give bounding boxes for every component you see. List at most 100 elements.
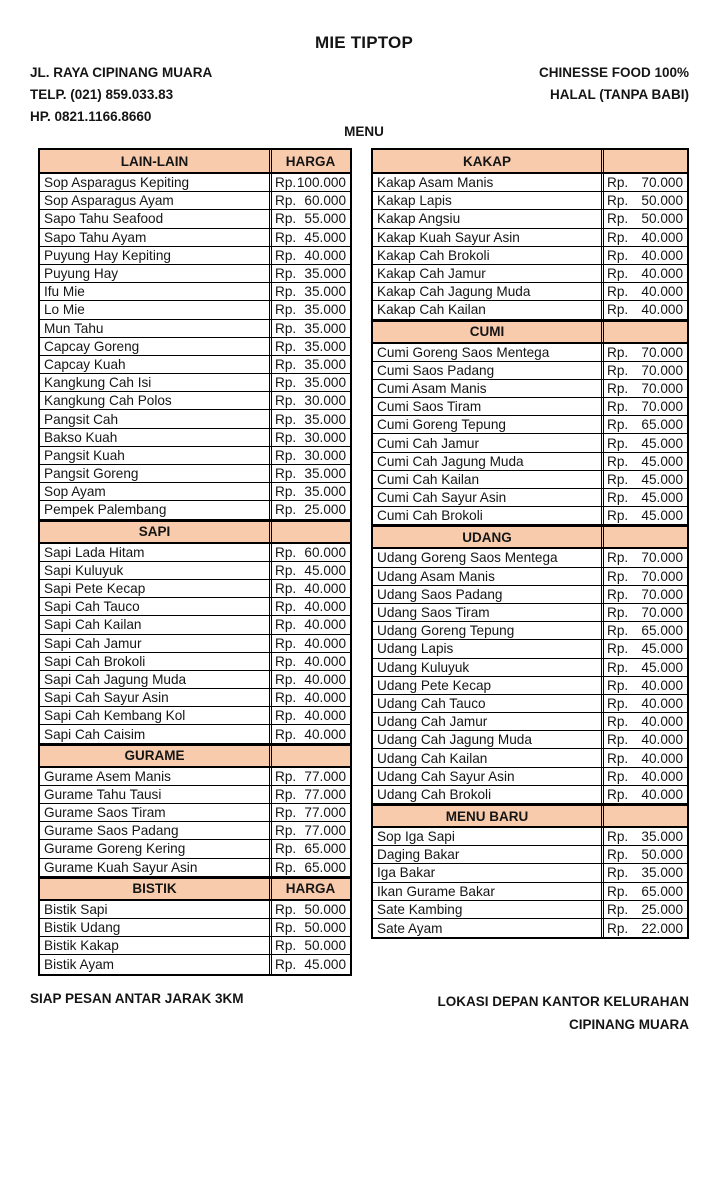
item-name: Kangkung Cah Isi	[40, 374, 270, 392]
price-amount: 25.000	[304, 502, 346, 518]
price-amount: 40.000	[304, 247, 346, 263]
menu-item-row: Gurame Saos Padang Rp. 77.000	[40, 822, 350, 841]
footer-location-note: LOKASI DEPAN KANTOR KELURAHAN CIPINANG M…	[437, 991, 689, 1036]
item-name: Udang Cah Kailan	[373, 749, 602, 767]
price-column-header	[271, 745, 350, 766]
price-amount: 50.000	[641, 211, 683, 227]
price-amount: 40.000	[304, 708, 346, 724]
currency-prefix: Rp.	[607, 435, 629, 451]
menu-item-row: Udang Asam Manis Rp. 70.000	[373, 567, 687, 586]
price-amount: 40.000	[304, 690, 346, 706]
item-name: Sapi Cah Tauco	[40, 598, 270, 616]
currency-prefix: Rp.	[607, 399, 629, 415]
item-name: Udang Pete Kecap	[373, 676, 602, 694]
menu-item-row: Sapi Cah Brokoli Rp. 40.000	[40, 652, 350, 671]
tagline-block: CHINESSE FOOD 100% HALAL (TANPA BABI)	[539, 62, 689, 106]
item-price: Rp. 40.000	[603, 246, 687, 264]
menu-item-row: Gurame Kuah Sayur Asin Rp. 65.000	[40, 858, 350, 877]
item-price: Rp. 70.000	[603, 361, 687, 379]
price-amount: 35.000	[304, 466, 346, 482]
item-price: Rp. 55.000	[271, 210, 350, 228]
item-price: Rp. 40.000	[603, 731, 687, 749]
price-amount: 45.000	[304, 956, 346, 972]
price-amount: 40.000	[641, 284, 683, 300]
item-price: Rp. 35.000	[603, 864, 687, 882]
menu-item-row: Cumi Goreng Saos Mentega Rp. 70.000	[373, 343, 687, 362]
currency-prefix: Rp.	[275, 599, 297, 615]
menu-item-row: Pempek Palembang Rp. 25.000	[40, 501, 350, 520]
item-price: Rp. 77.000	[271, 822, 350, 840]
menu-item-row: Bakso Kuah Rp. 30.000	[40, 428, 350, 447]
item-price: Rp. 35.000	[271, 374, 350, 392]
currency-prefix: Rp.	[275, 484, 297, 500]
currency-prefix: Rp.	[275, 823, 297, 839]
item-name: Cumi Saos Padang	[373, 361, 602, 379]
item-price: Rp. 45.000	[603, 658, 687, 676]
section-header-lain-lain: LAIN-LAIN HARGA	[40, 150, 350, 174]
currency-prefix: Rp.	[275, 653, 297, 669]
menu-heading: MENU	[344, 124, 384, 139]
price-amount: 45.000	[304, 562, 346, 578]
price-amount: 77.000	[304, 786, 346, 802]
price-column-header	[603, 527, 687, 548]
price-amount: 35.000	[304, 484, 346, 500]
item-price: Rp. 70.000	[603, 398, 687, 416]
item-price: Rp. 77.000	[271, 785, 350, 803]
currency-prefix: Rp.	[275, 859, 297, 875]
item-price: Rp. 30.000	[271, 392, 350, 410]
price-amount: 60.000	[304, 544, 346, 560]
item-name: Sop Ayam	[40, 483, 270, 501]
item-name: Pempek Palembang	[40, 501, 270, 519]
item-name: Sop Asparagus Kepiting	[40, 174, 270, 192]
menu-item-row: Kangkung Cah Isi Rp. 35.000	[40, 374, 350, 393]
currency-prefix: Rp.	[607, 714, 629, 730]
tagline-line-2: HALAL (TANPA BABI)	[550, 87, 689, 102]
item-price: Rp. 45.000	[603, 452, 687, 470]
price-amount: 40.000	[641, 768, 683, 784]
price-amount: 40.000	[304, 617, 346, 633]
phone-line: TELP. (021) 859.033.83	[30, 87, 174, 102]
currency-prefix: Rp.	[607, 901, 629, 917]
item-name: Gurame Asem Manis	[40, 767, 270, 785]
item-name: Udang Lapis	[373, 640, 602, 658]
currency-prefix: Rp.	[275, 411, 297, 427]
item-name: Gurame Goreng Kering	[40, 840, 270, 858]
price-amount: 40.000	[641, 732, 683, 748]
price-amount: 40.000	[641, 750, 683, 766]
item-price: Rp. 40.000	[271, 246, 350, 264]
price-amount: 40.000	[641, 302, 683, 318]
item-price: Rp. 40.000	[271, 616, 350, 634]
item-price: Rp. 45.000	[271, 228, 350, 246]
currency-prefix: Rp.	[607, 175, 629, 191]
price-amount: 35.000	[304, 375, 346, 391]
item-price: Rp. 45.000	[603, 434, 687, 452]
item-name: Ikan Gurame Bakar	[373, 882, 602, 900]
price-amount: 50.000	[641, 847, 683, 863]
price-column-header	[271, 521, 350, 542]
footer-delivery-note: SIAP PESAN ANTAR JARAK 3KM	[30, 991, 244, 1006]
item-name: Lo Mie	[40, 301, 270, 319]
price-amount: 65.000	[641, 883, 683, 899]
item-name: Kakap Cah Jamur	[373, 264, 602, 283]
price-amount: 70.000	[641, 362, 683, 378]
item-price: Rp. 40.000	[603, 694, 687, 713]
menu-item-row: Sapi Cah Kailan Rp. 40.000	[40, 616, 350, 635]
item-price: Rp. 40.000	[271, 652, 350, 670]
price-amount: 35.000	[641, 865, 683, 881]
item-price: Rp. 35.000	[271, 319, 350, 337]
item-price: Rp. 70.000	[603, 567, 687, 585]
currency-prefix: Rp.	[607, 380, 629, 396]
item-name: Capcay Goreng	[40, 337, 270, 355]
currency-prefix: Rp.	[607, 623, 629, 639]
item-name: Bistik Ayam	[40, 955, 270, 974]
item-price: Rp. 35.000	[271, 483, 350, 501]
price-amount: 35.000	[304, 411, 346, 427]
price-amount: 45.000	[641, 471, 683, 487]
price-column-header: HARGA	[271, 150, 350, 172]
item-name: Sop Asparagus Ayam	[40, 192, 270, 210]
item-name: Cumi Goreng Tepung	[373, 416, 602, 434]
item-name: Udang Cah Sayur Asin	[373, 767, 602, 785]
menu-item-row: Bistik Udang Rp. 50.000	[40, 918, 350, 938]
item-name: Pangsit Kuah	[40, 446, 270, 464]
currency-prefix: Rp.	[275, 920, 297, 936]
